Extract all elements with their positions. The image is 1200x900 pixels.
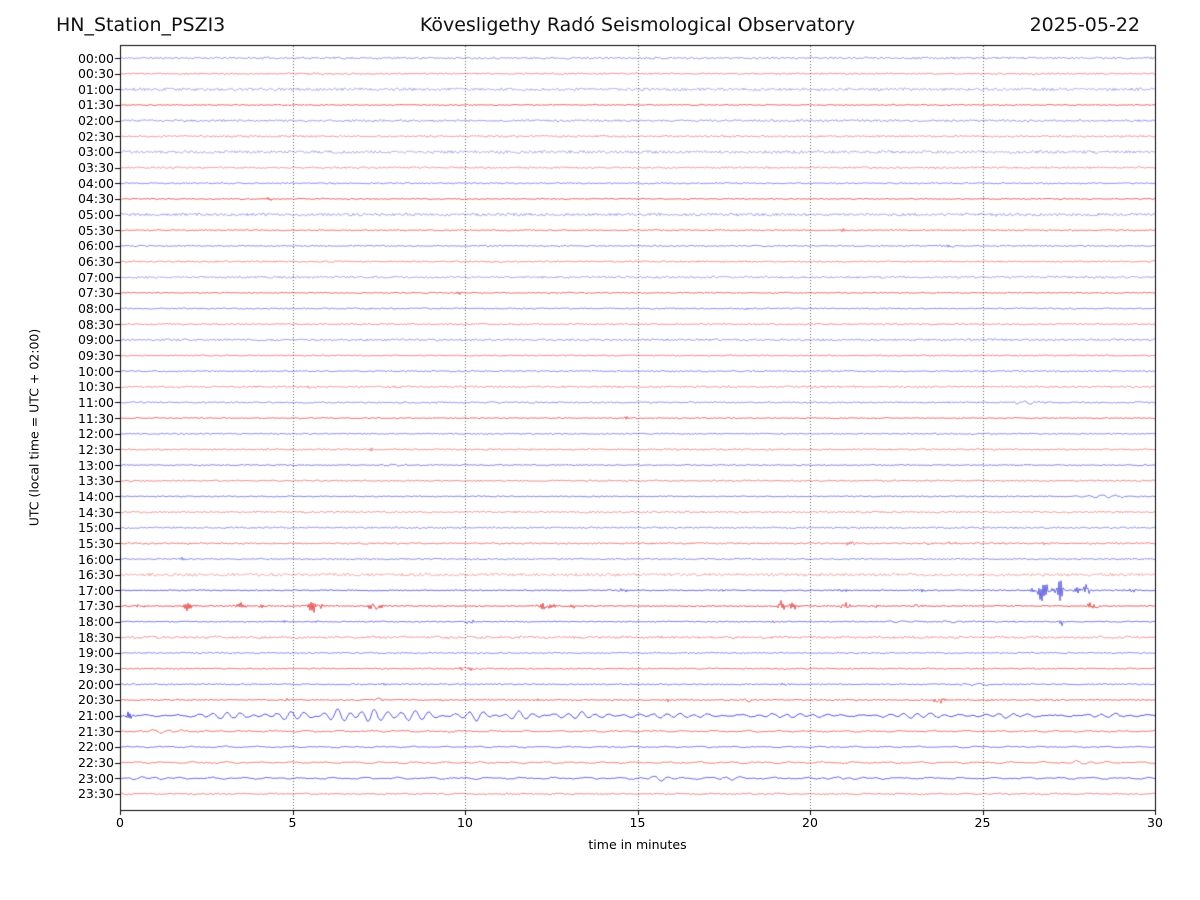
date-label: 2025-05-22 xyxy=(1029,14,1140,36)
y-tick-label: 02:00 xyxy=(77,113,114,129)
y-tick-label: 09:30 xyxy=(77,347,114,363)
y-tick-label: 13:30 xyxy=(77,473,114,489)
y-tick-label: 19:30 xyxy=(77,661,114,677)
y-tick-label: 17:30 xyxy=(77,598,114,614)
y-tick-label: 09:00 xyxy=(77,332,114,348)
y-tick-label: 22:00 xyxy=(77,739,114,755)
y-tick-label: 03:30 xyxy=(77,160,114,176)
y-tick-label: 02:30 xyxy=(77,128,114,144)
x-tick-label: 30 xyxy=(1147,815,1163,830)
x-tick-label: 15 xyxy=(629,815,646,830)
y-tick-label: 07:00 xyxy=(77,269,114,285)
y-tick-label: 15:00 xyxy=(77,520,114,536)
y-tick-label: 03:00 xyxy=(77,144,114,160)
y-tick-label: 21:00 xyxy=(77,708,114,724)
y-tick-label: 00:00 xyxy=(77,50,114,66)
y-tick-label: 18:30 xyxy=(77,629,114,645)
y-tick-label: 00:30 xyxy=(77,66,114,82)
y-tick-label: 08:30 xyxy=(77,316,114,332)
y-tick-label: 16:30 xyxy=(77,567,114,583)
y-tick-label: 22:30 xyxy=(77,755,114,771)
y-tick-label: 10:30 xyxy=(77,379,114,395)
y-tick-label: 16:00 xyxy=(77,551,114,567)
y-tick-label: 11:30 xyxy=(77,410,114,426)
y-tick-label: 21:30 xyxy=(77,723,114,739)
y-tick-label: 06:00 xyxy=(77,238,114,254)
x-tick-label: 10 xyxy=(457,815,473,830)
y-tick-label: 23:30 xyxy=(77,786,114,802)
x-tick-label: 0 xyxy=(116,815,124,830)
y-tick-label: 01:30 xyxy=(77,97,114,113)
observatory-title: Kövesligethy Radó Seismological Observat… xyxy=(419,14,856,36)
y-tick-label: 20:00 xyxy=(77,676,114,692)
y-tick-label: 11:00 xyxy=(77,394,114,410)
y-tick-label: 19:00 xyxy=(77,645,114,661)
y-tick-label: 04:00 xyxy=(77,175,114,191)
y-tick-label: 14:00 xyxy=(77,488,114,504)
x-tick-label: 5 xyxy=(288,815,297,830)
station-title: HN_Station_PSZI3 xyxy=(56,14,226,36)
y-tick-label: 05:00 xyxy=(77,207,114,223)
y-tick-label: 08:00 xyxy=(77,301,114,316)
y-tick-label: 01:00 xyxy=(77,81,114,97)
y-tick-label: 13:00 xyxy=(77,457,114,473)
x-tick-label: 20 xyxy=(802,815,818,830)
y-tick-label: 06:30 xyxy=(77,254,114,270)
y-tick-label: 18:00 xyxy=(77,614,114,630)
y-tick-label: 20:30 xyxy=(77,692,114,708)
y-tick-label: 07:30 xyxy=(77,285,114,301)
y-tick-label: 12:30 xyxy=(77,441,114,457)
x-tick-label: 25 xyxy=(974,815,991,830)
y-tick-label: 10:00 xyxy=(77,363,114,379)
y-tick-label: 04:30 xyxy=(77,191,114,207)
y-tick-label: 15:30 xyxy=(77,535,114,551)
y-tick-label: 23:00 xyxy=(77,770,114,786)
y-tick-label: 17:00 xyxy=(77,582,114,598)
x-axis-label: time in minutes xyxy=(588,837,687,852)
y-tick-label: 14:30 xyxy=(77,504,114,520)
y-tick-label: 05:30 xyxy=(77,222,114,238)
y-tick-label: 12:00 xyxy=(77,426,114,442)
